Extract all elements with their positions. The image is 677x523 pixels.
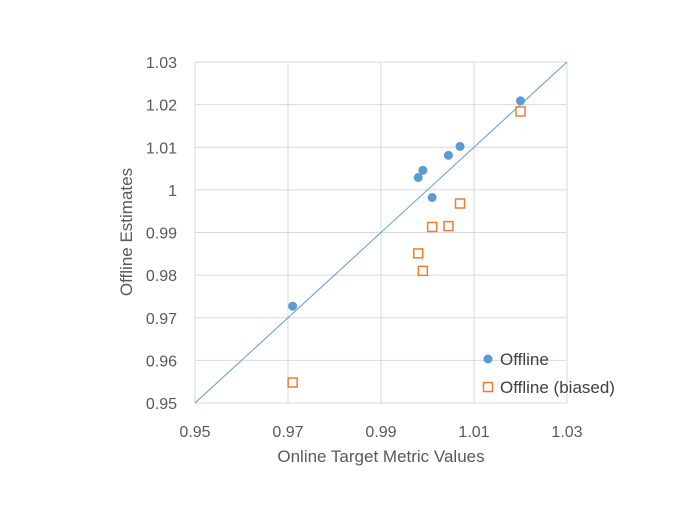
data-point-offline-biased [443, 220, 454, 232]
y-tick-label: 0.95 [146, 396, 177, 413]
legend-marker-offline-biased [482, 381, 494, 393]
data-point-offline-biased [426, 221, 438, 233]
x-tick-label: 0.97 [272, 424, 303, 441]
data-point-offline-biased [287, 377, 298, 388]
data-points [287, 96, 526, 388]
x-axis-title: Online Target Metric Values [277, 447, 484, 466]
x-tick-label: 0.95 [179, 424, 210, 441]
reference-line-layer [194, 61, 568, 404]
data-point-offline [413, 173, 423, 183]
diagonal-reference-line [194, 61, 568, 404]
y-axis-title: Offline Estimates [117, 168, 136, 296]
legend-label-offline-biased: Offline (biased) [500, 378, 615, 397]
legend-marker-offline [483, 354, 493, 364]
legend-label-offline: Offline [500, 350, 549, 369]
legend-item-offline: Offline [483, 350, 549, 369]
y-tick-label: 0.96 [146, 353, 177, 370]
x-tick-label: 1.01 [458, 424, 489, 441]
data-point-offline [516, 96, 525, 106]
y-tick-label: 1.01 [146, 140, 177, 157]
gridlines [194, 61, 568, 404]
data-point-offline [288, 301, 298, 311]
data-point-offline-biased [515, 106, 526, 117]
y-tick-label: 1.03 [146, 55, 177, 72]
x-axis-ticks: 0.95 0.97 0.99 1.01 1.03 [179, 424, 582, 441]
data-point-offline-biased [412, 248, 424, 259]
data-point-offline-biased [417, 265, 429, 277]
legend-item-offline-biased: Offline (biased) [482, 378, 615, 397]
y-tick-label: 1.02 [146, 98, 177, 115]
data-point-offline [443, 150, 453, 160]
data-point-offline [427, 193, 437, 203]
y-tick-label: 0.99 [146, 226, 177, 243]
y-tick-label: 0.97 [146, 311, 177, 328]
y-tick-label: 0.98 [146, 268, 177, 285]
data-point-offline-biased [454, 198, 466, 209]
data-point-offline [455, 141, 465, 151]
y-tick-label: 1 [168, 183, 177, 200]
x-tick-label: 0.99 [365, 424, 396, 441]
data-point-offline [418, 165, 428, 175]
legend: Offline Offline (biased) [482, 350, 615, 397]
y-axis-ticks: 0.95 0.96 0.97 0.98 0.99 1 1.01 1.02 1.03 [146, 55, 177, 413]
x-tick-label: 1.03 [551, 424, 582, 441]
